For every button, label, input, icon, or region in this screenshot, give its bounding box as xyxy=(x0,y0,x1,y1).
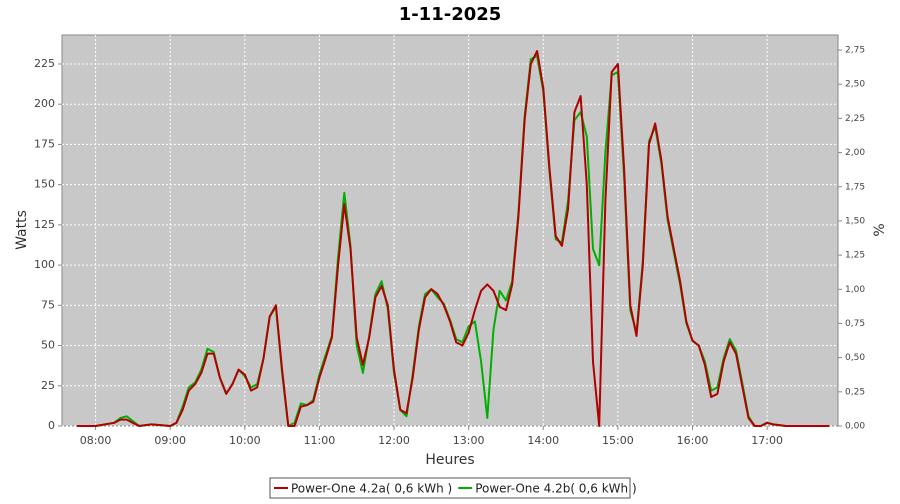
series-line xyxy=(76,50,830,427)
x-axis-label: Heures xyxy=(425,452,474,468)
y2-axis-label: % xyxy=(872,223,888,236)
legend-label: Power-One 4.2b( 0,6 kWh ) xyxy=(475,482,636,496)
x-tick-label: 10:00 xyxy=(229,434,261,447)
y-tick-label: 75 xyxy=(41,298,55,311)
y-tick-label: 150 xyxy=(34,178,55,191)
y-tick-label: 100 xyxy=(34,258,55,271)
y-tick-label: 225 xyxy=(34,57,55,70)
y2-tick-label: 2,25 xyxy=(845,114,865,124)
x-tick-label: 17:00 xyxy=(751,434,783,447)
y-tick-label: 175 xyxy=(34,137,55,150)
y-tick-label: 0 xyxy=(48,419,55,432)
y-tick-label: 25 xyxy=(41,379,55,392)
x-tick-label: 12:00 xyxy=(378,434,410,447)
legend-label: Power-One 4.2a( 0,6 kWh ) xyxy=(291,482,452,496)
y2-tick-label: 0,75 xyxy=(845,319,865,329)
chart-title: 1-11-2025 xyxy=(399,4,502,25)
y-tick-label: 125 xyxy=(34,218,55,231)
y2-tick-label: 0,50 xyxy=(845,353,865,363)
y2-tick-label: 0,25 xyxy=(845,387,865,397)
x-tick-label: 15:00 xyxy=(602,434,634,447)
y2-tick-label: 2,00 xyxy=(845,148,865,158)
x-tick-label: 16:00 xyxy=(677,434,709,447)
y-tick-label: 200 xyxy=(34,97,55,110)
plot-area xyxy=(61,34,839,427)
x-tick-label: 14:00 xyxy=(527,434,559,447)
y-axis-label: Watts xyxy=(14,210,30,250)
y-tick-label: 50 xyxy=(41,339,55,352)
x-tick-label: 08:00 xyxy=(80,434,112,447)
y2-tick-label: 1,25 xyxy=(845,251,865,261)
x-tick-label: 13:00 xyxy=(453,434,485,447)
y2-tick-label: 0,00 xyxy=(845,422,865,432)
y2-tick-label: 1,75 xyxy=(845,182,865,192)
legend-box xyxy=(269,477,631,499)
y2-tick-label: 1,50 xyxy=(845,216,865,226)
y2-tick-label: 2,75 xyxy=(845,46,865,56)
y2-tick-label: 1,00 xyxy=(845,285,865,295)
x-tick-label: 09:00 xyxy=(154,434,186,447)
x-tick-label: 11:00 xyxy=(304,434,336,447)
y2-tick-label: 2,50 xyxy=(845,80,865,90)
